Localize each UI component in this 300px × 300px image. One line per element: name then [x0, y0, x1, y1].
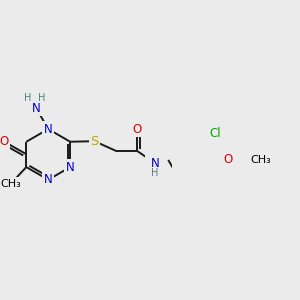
Text: O: O	[0, 135, 9, 148]
Text: N: N	[151, 157, 159, 170]
Text: N: N	[44, 123, 52, 136]
Bar	[145, 120, 226, 200]
Text: N: N	[66, 160, 75, 174]
Text: N: N	[32, 102, 40, 115]
Text: CH₃: CH₃	[250, 155, 271, 165]
Text: H: H	[151, 168, 159, 178]
Text: CH₃: CH₃	[1, 178, 21, 189]
Text: H: H	[24, 93, 31, 103]
Text: N: N	[44, 173, 52, 186]
Text: O: O	[133, 123, 142, 136]
Text: Cl: Cl	[210, 128, 221, 140]
Text: O: O	[224, 153, 233, 167]
Text: H: H	[38, 93, 45, 103]
Text: S: S	[90, 135, 99, 148]
